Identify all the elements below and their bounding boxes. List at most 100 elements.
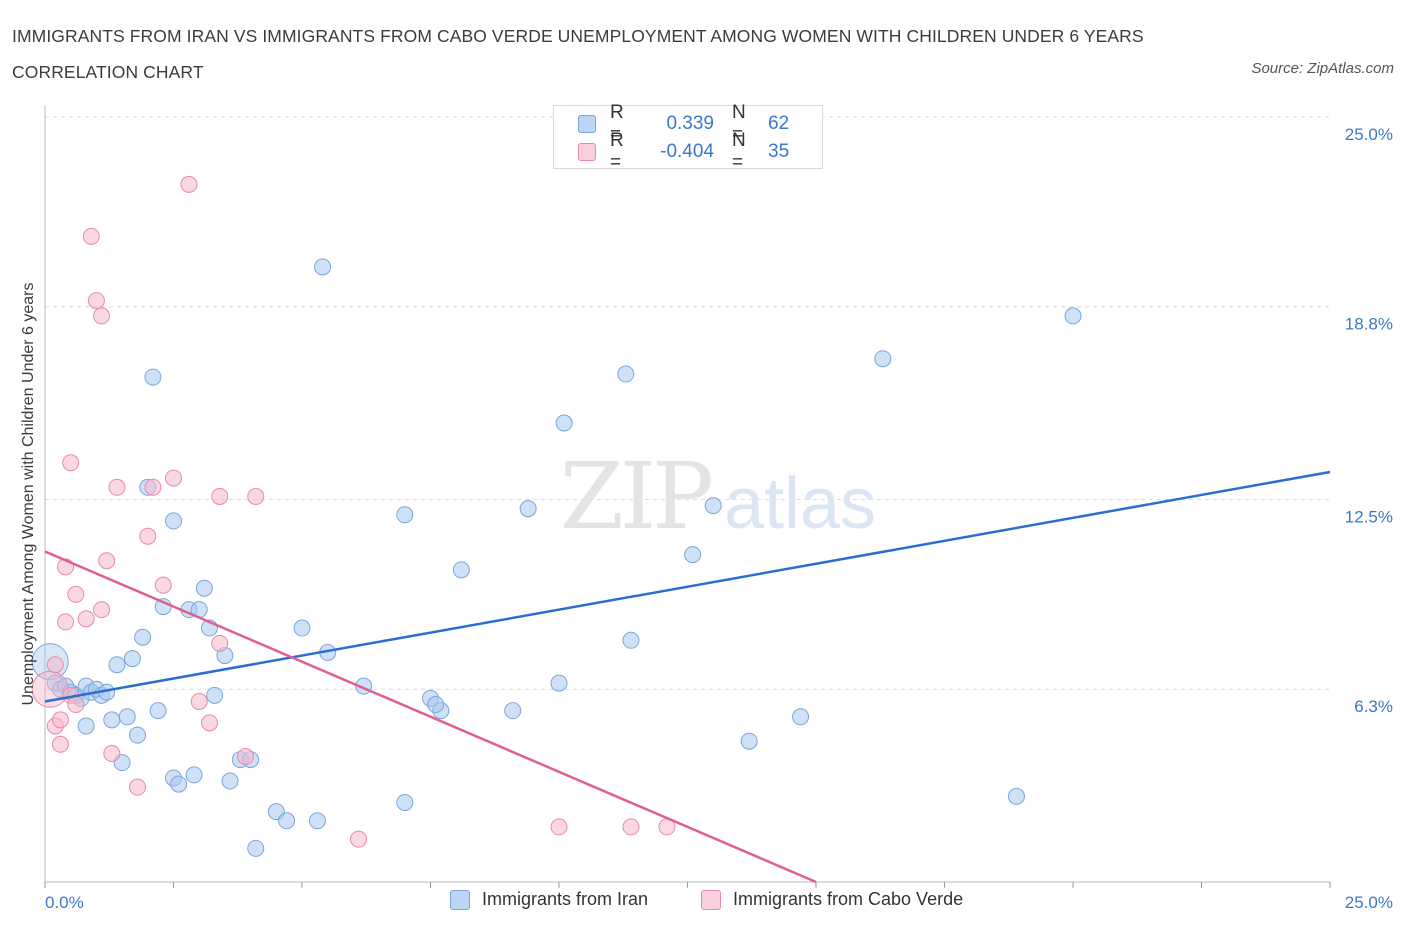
- cabo-verde-point-11: [77, 610, 95, 628]
- cabo-r-value: -0.404: [660, 141, 714, 162]
- stats-row-cabo-verde: R = -0.404 N = 35: [578, 130, 790, 173]
- iran-point-12: [77, 717, 95, 735]
- x-tick-label-min: 0.0%: [45, 893, 84, 912]
- cabo-verde-point-15: [93, 307, 111, 325]
- iran-point-41: [314, 258, 332, 276]
- iran-r-label: R =: [610, 102, 624, 145]
- cabo-verde-point-25: [190, 692, 208, 710]
- iran-r-value: 0.339: [666, 113, 714, 134]
- cabo-verde-point-16: [98, 552, 116, 570]
- legend-iran-label: Immigrants from Iran: [482, 889, 649, 909]
- cabo-verde-point-33: [622, 818, 640, 836]
- cabo-verde-point-4: [51, 711, 69, 729]
- cabo-verde-point-20: [139, 527, 157, 545]
- cabo-verde-point-30: [247, 487, 265, 505]
- cabo-verde-point-26: [200, 714, 218, 732]
- iran-point-32: [206, 686, 224, 704]
- iran-point-59: [740, 732, 758, 750]
- iran-point-13: [103, 711, 121, 729]
- legend-item-iran: Immigrants from Iran: [450, 889, 648, 910]
- iran-point-56: [622, 631, 640, 649]
- cabo-verde-point-29: [236, 748, 254, 766]
- iran-point-18: [129, 726, 147, 744]
- iran-point-26: [170, 775, 188, 793]
- iran-point-34: [221, 772, 239, 790]
- stats-row-iran: R = 0.339 N = 62: [578, 102, 790, 145]
- y-tick-label-3: 25.0%: [1345, 125, 1393, 144]
- cabo-r-label: R =: [610, 130, 624, 173]
- iran-point-63: [1064, 307, 1082, 325]
- iran-point-62: [1007, 787, 1025, 805]
- iran-point-28: [185, 766, 203, 784]
- stats-legend: R = 0.339 N = 62 R = -0.404 N = 35: [553, 102, 823, 173]
- iran-point-51: [504, 702, 522, 720]
- iran-point-58: [704, 497, 722, 515]
- iran-point-20: [144, 368, 162, 386]
- iran-point-57: [684, 546, 702, 564]
- tick-labels: 6.3% 12.5% 18.8% 25.0% 0.0% 25.0%: [45, 125, 1393, 912]
- cabo-verde-point-14: [93, 601, 111, 619]
- iran-point-19: [134, 628, 152, 646]
- iran-point-42: [308, 812, 326, 830]
- y-tick-label-1: 12.5%: [1345, 508, 1393, 527]
- trend-lines: [44, 470, 1331, 884]
- iran-point-53: [550, 674, 568, 692]
- cabo-verde-point-19: [129, 778, 147, 796]
- iran-point-39: [278, 812, 296, 830]
- cabo-verde-point-31: [350, 830, 368, 848]
- iran-point-40: [293, 619, 311, 637]
- cabo-verde-point-10: [67, 585, 85, 603]
- cabo-verde-point-9: [67, 696, 85, 714]
- watermark-zip: ZIP: [560, 443, 711, 550]
- legend-cabo-verde-label: Immigrants from Cabo Verde: [733, 889, 964, 909]
- cabo-verde-point-12: [82, 227, 100, 245]
- cabo-n-value: 35: [768, 141, 790, 162]
- y-axis-label: Unemployment Among Women with Children U…: [20, 282, 37, 705]
- cabo-verde-points: [31, 175, 676, 848]
- cabo-verde-point-23: [165, 469, 182, 487]
- cabo-verde-point-17: [103, 744, 121, 762]
- iran-n-label: N =: [732, 102, 746, 145]
- cabo-verde-swatch: [578, 143, 596, 161]
- legend-cabo-verde-swatch: [701, 889, 721, 910]
- iran-point-14: [108, 656, 126, 674]
- cabo-verde-trend-line: [44, 550, 817, 884]
- iran-points: [31, 258, 1082, 857]
- chart-title: IMMIGRANTS FROM IRAN VS IMMIGRANTS FROM …: [12, 26, 1144, 82]
- legend-item-cabo-verde: Immigrants from Cabo Verde: [701, 889, 963, 910]
- series-legend: Immigrants from Iran Immigrants from Cab…: [0, 889, 1406, 915]
- cabo-verde-point-3: [51, 735, 69, 753]
- axes: [44, 105, 1331, 888]
- iran-point-61: [874, 350, 892, 368]
- cabo-n-label: N =: [732, 130, 746, 173]
- iran-point-30: [195, 579, 213, 597]
- iran-point-16: [118, 708, 136, 726]
- iran-n-value: 62: [768, 113, 790, 134]
- iran-point-22: [149, 702, 167, 720]
- source-label: Source: ZipAtlas.com: [1251, 60, 1394, 77]
- cabo-verde-point-28: [211, 487, 229, 505]
- cabo-verde-point-1: [46, 656, 64, 674]
- cabo-verde-point-13: [87, 292, 105, 310]
- iran-trend-line: [44, 470, 1331, 703]
- iran-point-52: [519, 500, 537, 518]
- watermark-atlas: atlas: [724, 464, 876, 544]
- iran-point-24: [165, 512, 182, 530]
- cabo-verde-point-21: [144, 478, 162, 496]
- cabo-verde-point-22: [154, 576, 172, 594]
- iran-point-60: [792, 708, 810, 726]
- y-tick-label-0: 6.3%: [1354, 697, 1393, 716]
- cabo-verde-point-32: [550, 818, 568, 836]
- iran-point-54: [555, 414, 573, 432]
- iran-point-37: [247, 839, 265, 857]
- cabo-verde-point-5: [57, 613, 75, 631]
- cabo-verde-point-7: [62, 454, 80, 472]
- grid-lines: [45, 116, 1330, 690]
- iran-point-45: [396, 506, 414, 524]
- iran-point-46: [396, 793, 414, 811]
- iran-point-17: [123, 650, 141, 668]
- x-tick-label-max: 25.0%: [1345, 893, 1393, 912]
- cabo-verde-point-18: [108, 478, 126, 496]
- iran-point-49: [427, 696, 445, 714]
